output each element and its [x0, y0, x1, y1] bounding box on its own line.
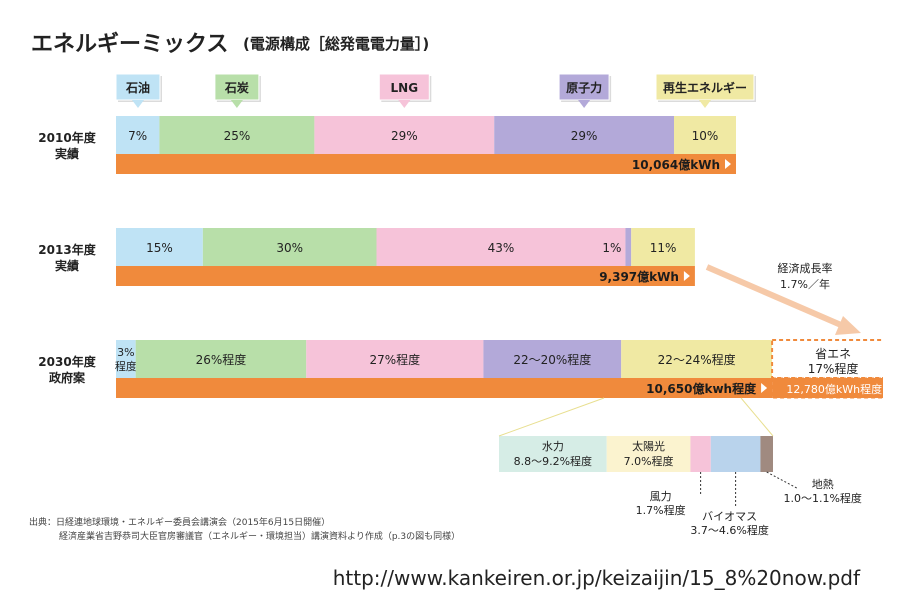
- callout-line-4: [766, 471, 797, 489]
- total-arrow-0: [725, 159, 731, 169]
- bar-segment-0-4: [674, 116, 736, 154]
- legend-swatch-3: [558, 73, 610, 101]
- row-label-2: 2030年度: [38, 354, 96, 369]
- total-label-0: 10,064億kWh: [632, 157, 720, 172]
- total-arrow-1: [683, 271, 690, 281]
- bar-segment-0-1: [159, 116, 315, 154]
- breakdown-connector-left: [498, 397, 605, 437]
- legend-pointer-2: [398, 100, 411, 108]
- total-label-2: 10,650億kwh程度: [646, 381, 757, 396]
- row-sublabel-1: 実績: [55, 258, 79, 273]
- breakdown-range-2: 1.7%程度: [636, 503, 686, 517]
- bar-segment-2-0: [116, 340, 136, 378]
- growth-note-line2: 1.7%／年: [780, 277, 830, 291]
- row-sublabel-0: 実績: [55, 146, 79, 161]
- bar-segment-0-3: [494, 116, 674, 154]
- legend-pointer-4: [699, 100, 711, 108]
- breakdown-label-4: 地熱: [812, 478, 834, 491]
- energy-mix-chart: エネルギーミックス (電源構成［総発電電力量］) 石油 石炭 LNG 原子力 再生エネル…: [29, 31, 883, 542]
- breakdown-segment-0: [499, 436, 607, 472]
- data-label-0-4: 10%: [692, 129, 719, 143]
- growth-arrow-head: [835, 316, 861, 335]
- legend-pointer-0: [132, 100, 144, 108]
- breakdown-label-1: 太陽光: [632, 439, 665, 453]
- chart-title: エネルギーミックス: [31, 31, 228, 56]
- breakdown-range-1: 7.0%程度: [624, 454, 674, 468]
- data-label-2-0: 3%: [117, 346, 134, 359]
- total-label-1: 9,397億kWh: [599, 269, 679, 284]
- data-label-2-2: 27%程度: [369, 352, 420, 367]
- data-label-0-0: 7%: [128, 129, 147, 143]
- legend-pointer-1: [230, 100, 243, 108]
- bar-segment-1-0: [116, 228, 203, 266]
- legend-label-4: 再生エネルギー: [663, 80, 747, 95]
- data-label-0-2: 29%: [391, 129, 418, 143]
- legend-label-1: 石炭: [224, 80, 249, 95]
- row-label-0: 2010年度: [38, 130, 96, 145]
- growth-note-line1: 経済成長率: [778, 261, 833, 275]
- data-label-0-3: 29%: [571, 129, 598, 143]
- breakdown-label-3: バイオマス: [702, 510, 757, 523]
- bar-segment-1-1: [202, 228, 377, 266]
- data-label-1-2: 43%: [488, 241, 515, 255]
- data-label-1-3: 1%: [602, 241, 621, 255]
- source-note-line2: 経済産業省吉野恭司大臣官房審議官（エネルギー・環境担当）講演資料より作成（p.3…: [59, 530, 460, 542]
- breakdown-range-4: 1.0～1.1%程度: [783, 491, 861, 505]
- bar-segment-0-2: [314, 116, 495, 154]
- breakdown-label-0: 水力: [542, 440, 564, 453]
- legend-pointer-3: [578, 100, 591, 108]
- total-bar-0: [116, 154, 736, 174]
- row-sublabel-2: 政府案: [49, 370, 86, 385]
- legend-label-2: LNG: [391, 81, 419, 95]
- breakdown-connector-right: [740, 397, 774, 437]
- legend-swatch-1: [214, 73, 260, 101]
- data-label2-2-0: 程度: [115, 359, 137, 373]
- source-note-line1: 出典：日経連地球環境・エネルギー委員会講演会（2015年6月15日開催）: [29, 516, 330, 528]
- total-bar-1: [116, 266, 695, 286]
- data-label-1-4: 11%: [650, 241, 677, 255]
- breakdown-segment-1: [606, 436, 691, 472]
- data-label-2-1: 26%程度: [196, 352, 247, 367]
- legend-label-3: 原子力: [566, 80, 602, 95]
- data-label-1-1: 30%: [276, 241, 303, 255]
- breakdown-segment-3: [710, 436, 761, 472]
- chart-panel: エネルギーミックス (電源構成［総発電電力量］) 石油 石炭 LNG 原子力 再生エネル…: [15, 20, 883, 558]
- total-arrow-2: [761, 383, 768, 393]
- total-bar-2: [116, 378, 773, 398]
- breakdown-segment-4: [760, 436, 773, 472]
- bar-segment-1-3: [625, 228, 632, 266]
- breakdown-range-3: 3.7～4.6%程度: [690, 523, 768, 537]
- data-label-1-0: 15%: [146, 241, 173, 255]
- data-label-2-4: 22～24%程度: [658, 352, 736, 367]
- bar-segment-2-1: [135, 340, 307, 378]
- bar-segment-2-4: [621, 340, 773, 378]
- saving-value: 17%程度: [808, 361, 859, 376]
- legend-label-0: 石油: [125, 80, 150, 95]
- source-url: http://www.kankeiren.or.jp/keizaijin/15_…: [332, 566, 860, 590]
- chart-subtitle: (電源構成［総発電電力量］): [243, 35, 429, 53]
- row-label-1: 2013年度: [38, 242, 96, 257]
- bar-segment-1-4: [631, 228, 695, 266]
- breakdown-label-2: 風力: [650, 490, 672, 503]
- bar-segment-2-2: [306, 340, 484, 378]
- data-label-2-3: 22～20%程度: [513, 352, 591, 367]
- data-label-0-1: 25%: [224, 129, 251, 143]
- bar-segment-2-3: [483, 340, 622, 378]
- breakdown-segment-2: [690, 436, 711, 472]
- saving-label: 省エネ: [815, 347, 851, 361]
- breakdown-range-0: 8.8～9.2%程度: [514, 454, 592, 468]
- legend-swatch-0: [115, 73, 161, 101]
- saving-total-bar: [771, 377, 883, 399]
- saving-total-label: 12,780億kWh程度: [786, 382, 882, 396]
- growth-arrow-line: [705, 264, 843, 328]
- bar-segment-0-0: [116, 116, 160, 154]
- bar-segment-1-2: [376, 228, 626, 266]
